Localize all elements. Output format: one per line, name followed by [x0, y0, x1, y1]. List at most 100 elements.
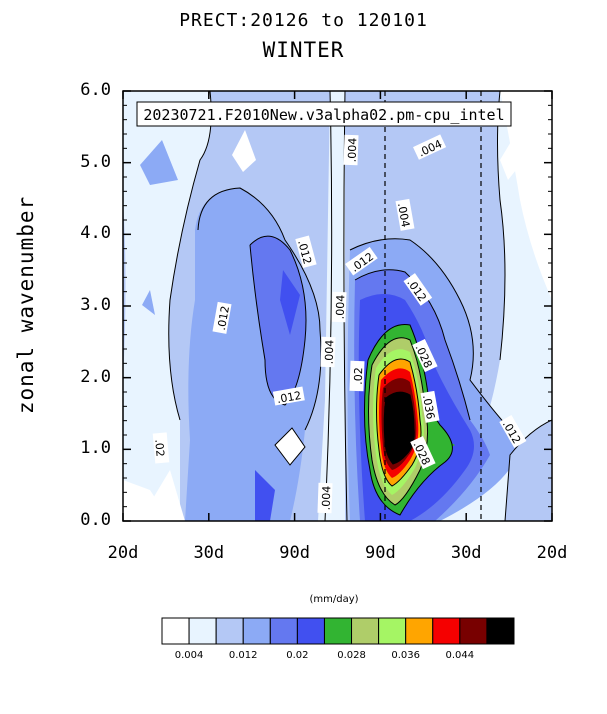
contour-line [368, 337, 429, 506]
colorbar-swatch [188, 617, 217, 645]
annotation-box: 20230721.F2010New.v3alpha02.pm-cpu_intel [136, 101, 512, 127]
x-tick-label: 20d [536, 543, 568, 563]
contour-line [363, 323, 453, 516]
chart-subtitle: WINTER [262, 38, 345, 62]
fill-white-small-right [500, 140, 520, 180]
contour-line [249, 235, 307, 406]
colorbar-units: (mm/day) [309, 594, 359, 605]
contour-label-bg [272, 386, 305, 406]
contour-labels: .004.004.004.012.012.012.012.012.004.004… [152, 134, 527, 514]
y-tick-label: 0.0 [80, 510, 111, 530]
fill-white-tiny-right [530, 222, 548, 244]
contour-label-bg [413, 134, 447, 160]
contour-line [349, 238, 521, 441]
contour-label: .004 [317, 482, 334, 514]
contour-label-bg [395, 198, 415, 231]
contour-label-bg [420, 390, 440, 423]
y-tick-label: 2.0 [80, 366, 111, 387]
colorbar-swatch [459, 617, 488, 645]
contour-label: .004 [343, 134, 360, 166]
contour-label: .012 [212, 301, 232, 334]
y-tick-label: 5.0 [80, 151, 111, 172]
x-tick-label: 30d [450, 543, 482, 563]
contour-line [274, 427, 306, 466]
contour-label: .004 [320, 336, 337, 368]
contour-label-bg [317, 482, 333, 514]
contour-label-text: .012 [215, 305, 232, 331]
contour-label-bg [412, 339, 438, 373]
contour-line [324, 91, 333, 521]
contour-label-text: .012 [295, 239, 314, 266]
contour-label-bg [410, 436, 436, 470]
colorbar-label: 0.004 [174, 650, 204, 661]
colorbar-label: 0.036 [391, 650, 420, 661]
contour-line [197, 187, 322, 431]
colorbar-label: 0.02 [286, 650, 309, 661]
contour-label: .004 [395, 198, 415, 231]
y-tick-label: 6.0 [80, 80, 111, 100]
contour-label-bg [152, 432, 170, 464]
contour-label-text: .004 [334, 295, 348, 320]
colorbar-swatch [161, 617, 190, 645]
fill-band-002-left [280, 270, 300, 335]
fill-small-blob [142, 290, 155, 315]
y-tick-label: 4.0 [80, 223, 111, 244]
contour-fill-group [123, 91, 552, 521]
colorbar [161, 617, 515, 645]
contour-label-bg [499, 415, 527, 448]
fill-right-bottom-band [505, 420, 552, 521]
x-tick-label: 30d [193, 543, 225, 563]
colorbar-swatch [432, 617, 461, 645]
fill-band-0048 [384, 392, 415, 464]
colorbar-swatch [405, 617, 434, 645]
contour-label-bg [295, 235, 317, 269]
contour-label: .02 [349, 360, 366, 392]
x-tick-label: 20d [107, 543, 139, 563]
contour-label: .012 [272, 386, 305, 406]
y-tick-label: 1.0 [80, 438, 111, 459]
colorbar-swatch [215, 617, 244, 645]
x-tick-label: 90d [279, 543, 310, 563]
contour-line [376, 358, 422, 487]
contour-label-bg [343, 134, 359, 166]
colorbar-swatch [323, 617, 353, 645]
contour-label-text: .004 [395, 202, 412, 228]
contour-label: .012 [295, 235, 317, 269]
contour-label-text: .004 [346, 138, 360, 163]
contour-label-text: .004 [320, 486, 334, 511]
colorbar-label: 0.044 [445, 650, 475, 661]
colorbar-label: 0.028 [337, 650, 366, 661]
contour-label-text: .02 [352, 367, 366, 385]
contour-label-bg [349, 360, 365, 392]
y-axis-label: zonal wavenumber [14, 195, 38, 415]
contour-label-bg [345, 246, 378, 276]
contour-label-bg [403, 273, 433, 306]
chart-title: PRECT:20126 to 120101 [179, 10, 428, 31]
contour-label-text: .012 [276, 389, 302, 406]
contour-line [354, 269, 471, 421]
x-tick-label: 90d [365, 543, 396, 563]
colorbar-swatch [269, 617, 298, 645]
contour-label-text: .004 [323, 340, 337, 365]
contour-label-bg [212, 301, 232, 334]
colorbar-label: 0.012 [228, 650, 258, 661]
contour-label-bg [331, 291, 347, 323]
contour-line [504, 419, 552, 521]
contour-label-text: .036 [420, 394, 437, 420]
annotation-text: 20230721.F2010New.v3alpha02.pm-cpu_intel [143, 106, 504, 124]
contour-label: .004 [331, 291, 348, 323]
colorbar-swatch [296, 617, 325, 645]
fill-bottom-blob [255, 470, 275, 521]
contour-label-bg [320, 336, 336, 368]
fill-white-top-blob [232, 130, 256, 172]
colorbar-swatch [378, 617, 407, 645]
colorbar-swatch [351, 617, 380, 645]
contour-line [168, 91, 212, 421]
fill-green-wedge [428, 430, 455, 460]
contour-label: .036 [420, 390, 440, 423]
x-axis-ticks [122, 91, 553, 521]
fill-white-bottom [140, 470, 185, 521]
contour-label: .02 [152, 432, 170, 464]
fill-blob-top-left [140, 140, 178, 185]
